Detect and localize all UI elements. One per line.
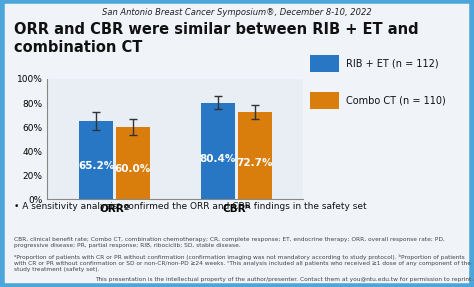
Text: This presentation is the intellectual property of the author/presenter. Contact : This presentation is the intellectual pr… [95, 277, 474, 282]
Bar [79, 121, 113, 199]
Text: • A sensitivity analysisᶜ confirmed the ORR and CBR findings in the safety set: • A sensitivity analysisᶜ confirmed the … [14, 202, 367, 211]
Text: CBR, clinical benefit rate; Combo CT, combination chemotherapy; CR, complete res: CBR, clinical benefit rate; Combo CT, co… [14, 237, 445, 248]
Text: ORR and CBR were similar between RIB + ET and
combination CT: ORR and CBR were similar between RIB + E… [14, 22, 419, 55]
Bar [116, 127, 150, 199]
Text: 72.7%: 72.7% [237, 158, 273, 168]
Text: RIB + ET (n = 112): RIB + ET (n = 112) [346, 58, 438, 68]
Bar [201, 102, 235, 199]
Text: 65.2%: 65.2% [78, 162, 114, 171]
Text: Combo CT (n = 110): Combo CT (n = 110) [346, 96, 446, 105]
Text: 60.0%: 60.0% [115, 164, 151, 174]
Text: ᵃProportion of patients with CR or PR without confirmation (confirmation imaging: ᵃProportion of patients with CR or PR wi… [14, 254, 471, 272]
Bar [237, 112, 272, 199]
Text: 80.4%: 80.4% [200, 154, 236, 164]
Text: San Antonio Breast Cancer Symposium®, December 8-10, 2022: San Antonio Breast Cancer Symposium®, De… [102, 8, 372, 17]
